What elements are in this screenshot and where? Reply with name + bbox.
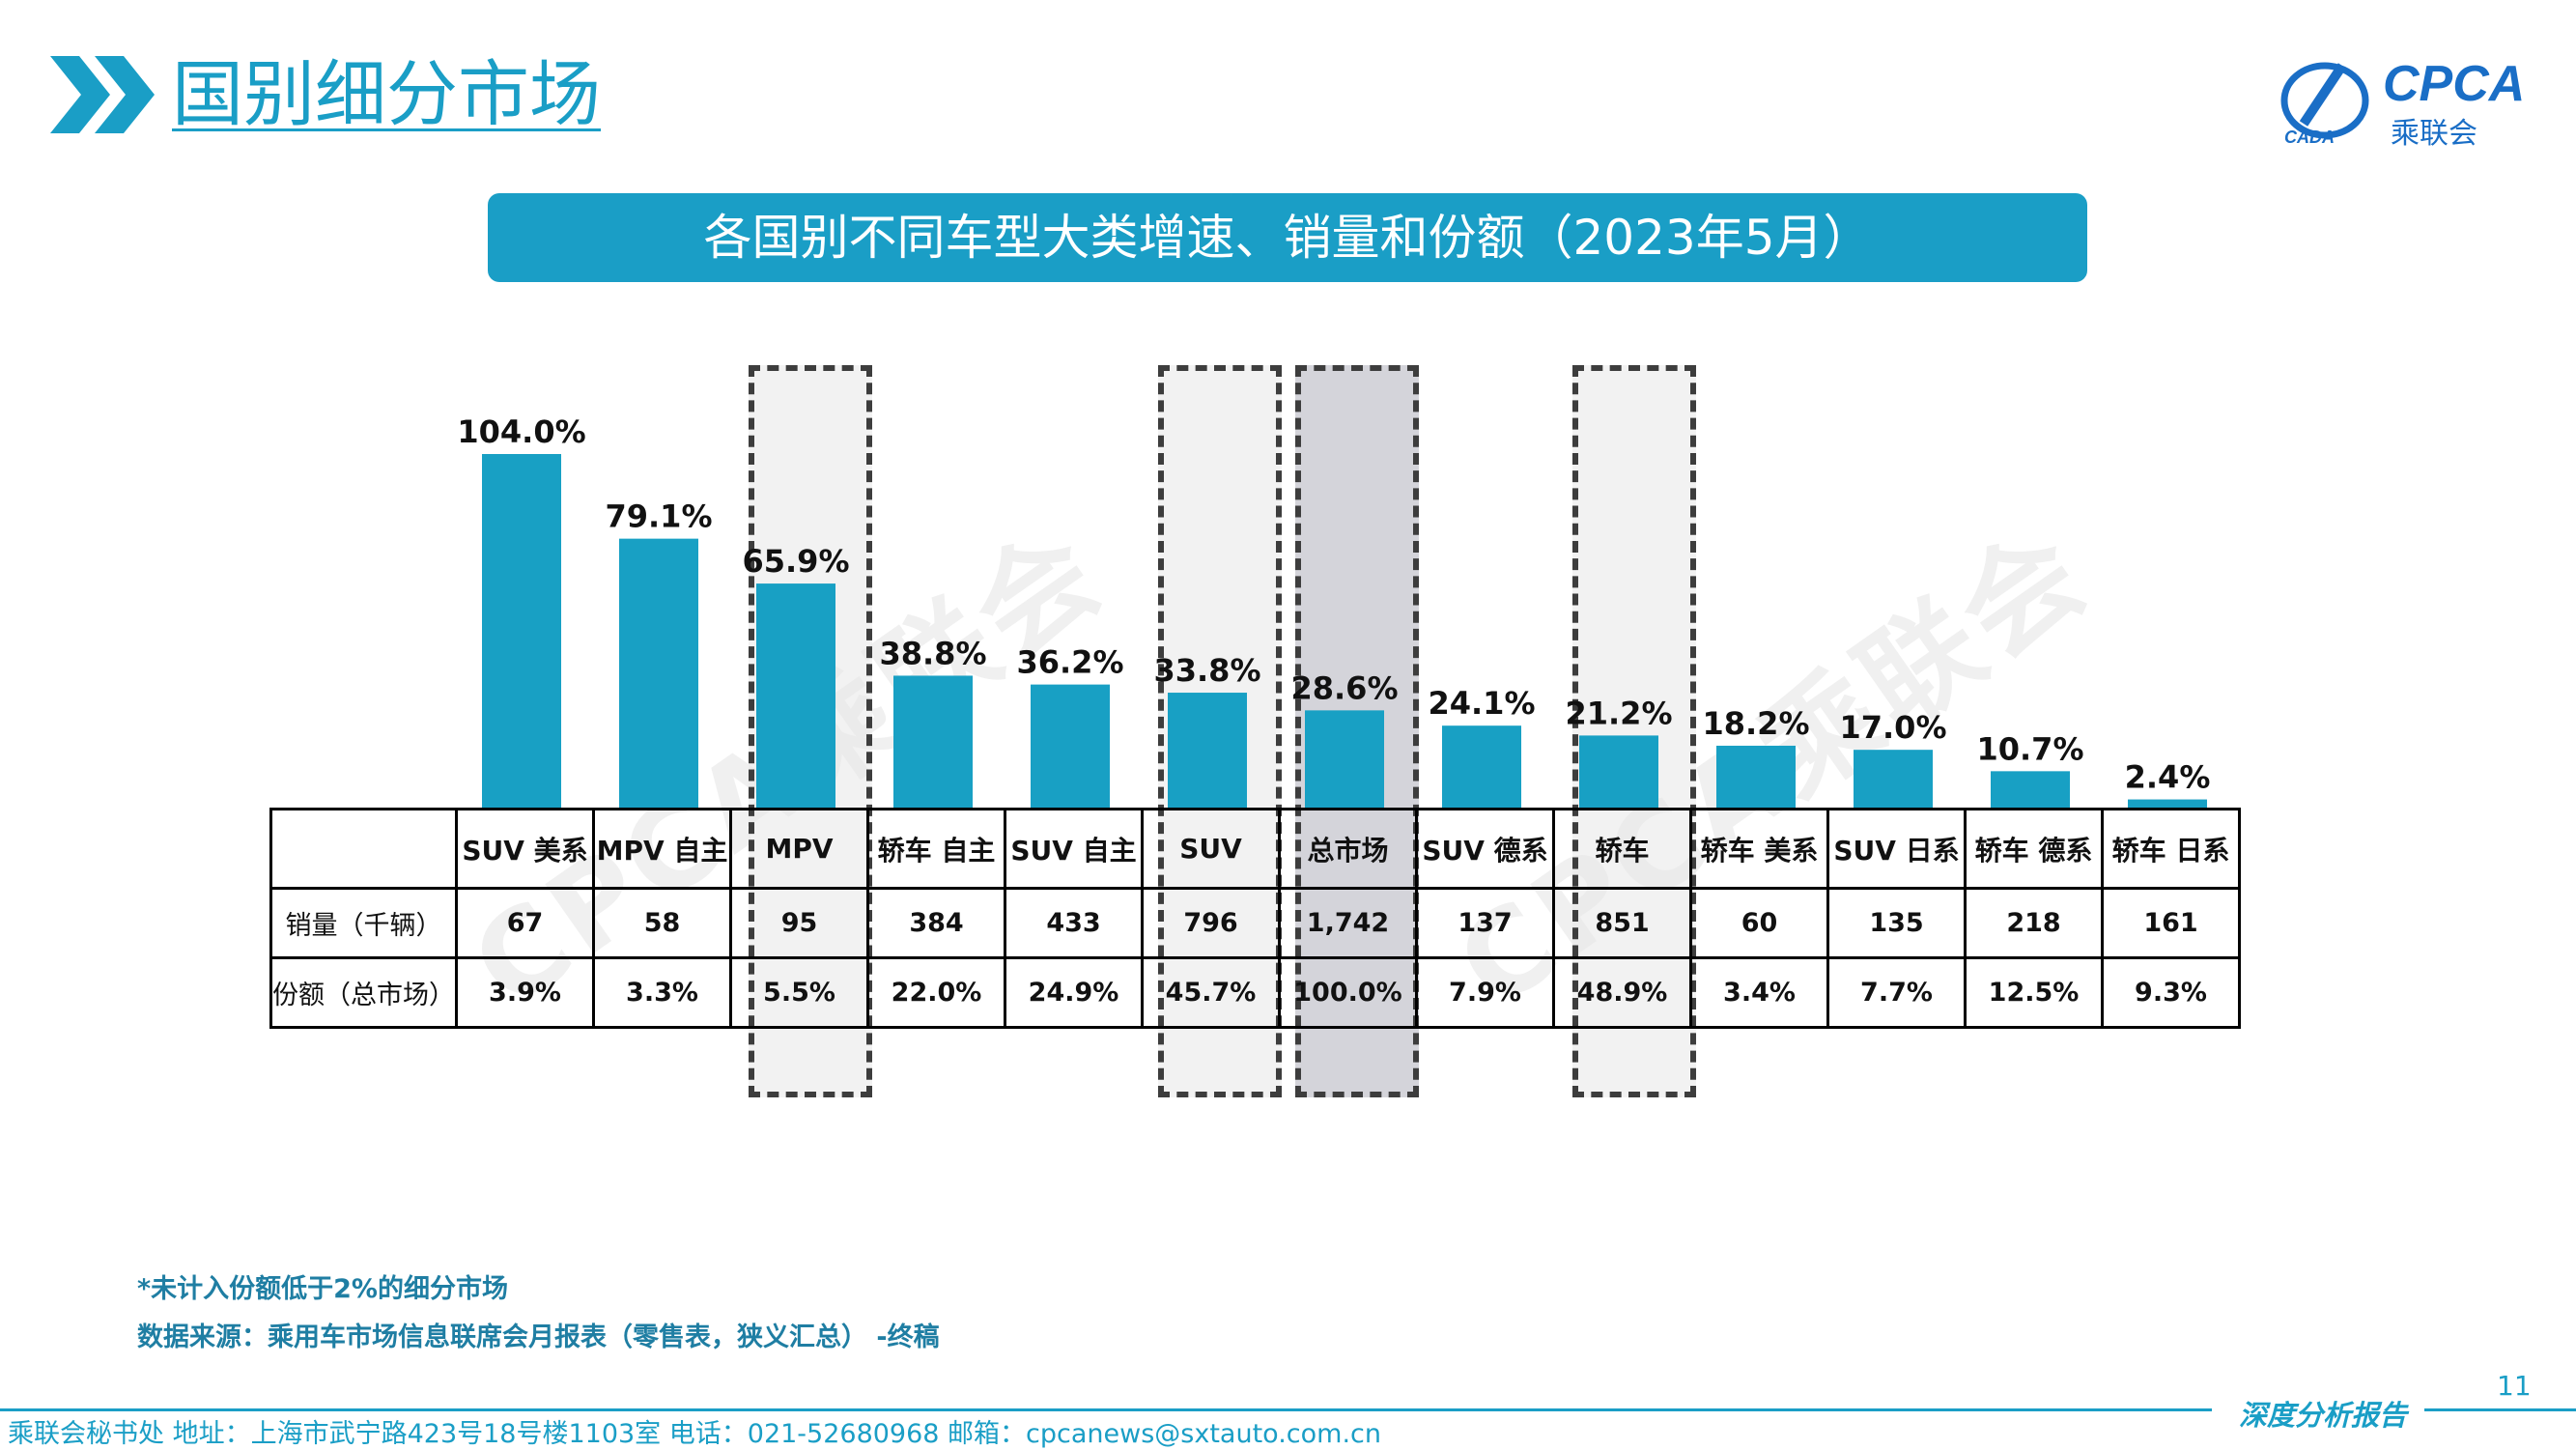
share-cell: 22.0% — [866, 956, 1006, 1029]
share-cell: 7.7% — [1826, 956, 1967, 1029]
sales-cell: 796 — [1141, 887, 1281, 959]
cpca-logo: CPCA CADA 乘联会 — [2275, 46, 2545, 153]
share-cell: 7.9% — [1415, 956, 1555, 1029]
share-cell: 48.9% — [1552, 956, 1692, 1029]
sales-cell: 58 — [592, 887, 732, 959]
logo-small-text: CADA — [2284, 128, 2335, 147]
column-header: MPV 自主 — [592, 808, 732, 890]
sales-cell: 67 — [455, 887, 595, 959]
page-number: 11 — [2497, 1370, 2532, 1402]
bar-value-label: 38.8% — [879, 635, 986, 671]
bar-value-label: 33.8% — [1153, 652, 1260, 689]
bar-6 — [1305, 710, 1384, 808]
sales-cell: 135 — [1826, 887, 1967, 959]
column-header: 轿车 日系 — [2101, 808, 2241, 890]
sales-cell: 1,742 — [1278, 887, 1418, 959]
bar-value-label: 17.0% — [1839, 709, 1946, 746]
sales-cell: 161 — [2101, 887, 2241, 959]
bar-11 — [1991, 771, 2070, 808]
share-cell: 100.0% — [1278, 956, 1418, 1029]
footnote-source: 数据来源：乘用车市场信息联席会月报表（零售表，狭义汇总） -终稿 — [137, 1322, 940, 1352]
sales-cell: 137 — [1415, 887, 1555, 959]
column-header: SUV 日系 — [1826, 808, 1967, 890]
sales-cell: 60 — [1689, 887, 1829, 959]
row-label-sales: 销量（千辆） — [269, 887, 458, 959]
column-header: 总市场 — [1278, 808, 1418, 890]
bar-value-label: 10.7% — [1976, 730, 2083, 767]
bar-value-label: 18.2% — [1702, 705, 1809, 742]
footer-report-label: 深度分析报告 — [2239, 1399, 2408, 1432]
column-header: SUV 德系 — [1415, 808, 1555, 890]
chevron-arrows-icon — [50, 56, 155, 133]
chart-banner-title: 各国别不同车型大类增速、销量和份额（2023年5月） — [488, 193, 2087, 282]
footnote-exclusion: *未计入份额低于2%的细分市场 — [137, 1274, 508, 1304]
column-header: SUV — [1141, 808, 1281, 890]
bar-value-label: 28.6% — [1290, 669, 1398, 706]
bar-10 — [1854, 750, 1933, 808]
logo-text: CPCA — [2383, 56, 2525, 112]
bar-0 — [482, 454, 561, 808]
bar-value-label: 21.2% — [1565, 695, 1672, 731]
bar-value-label: 36.2% — [1016, 644, 1123, 681]
column-header: 轿车 — [1552, 808, 1692, 890]
bar-value-label: 65.9% — [742, 543, 849, 580]
bar-2 — [756, 583, 835, 808]
column-header: 轿车 德系 — [1964, 808, 2104, 890]
bar-8 — [1579, 735, 1658, 808]
column-header: MPV — [729, 808, 869, 890]
footer-contact: 乘联会秘书处 地址：上海市武宁路423号18号楼1103室 电话：021-526… — [8, 1419, 1382, 1449]
sales-cell: 218 — [1964, 887, 2104, 959]
bar-value-label: 104.0% — [457, 413, 585, 450]
share-cell: 12.5% — [1964, 956, 2104, 1029]
column-header: 轿车 自主 — [866, 808, 1006, 890]
sales-cell: 851 — [1552, 887, 1692, 959]
logo-subtext: 乘联会 — [2391, 117, 2477, 151]
share-cell: 3.9% — [455, 956, 595, 1029]
bar-4 — [1031, 684, 1110, 808]
table-header-row: SUV 美系 MPV 自主 MPV 轿车 自主 SUV 自主 SUV 总市场 SUV 德系 轿车… — [269, 808, 2241, 890]
sales-cell: 433 — [1004, 887, 1144, 959]
table-row-share: 份额（总市场） 3.9% 3.3% 5.5% 22.0% 24.9% 45.7% 100.0%… — [269, 956, 2241, 1029]
column-header: SUV 自主 — [1004, 808, 1144, 890]
row-label-share: 份额（总市场） — [269, 956, 458, 1029]
bar-value-label: 79.1% — [605, 498, 712, 535]
bar-12 — [2128, 799, 2207, 808]
column-header: SUV 美系 — [455, 808, 595, 890]
share-cell: 3.3% — [592, 956, 732, 1029]
bar-value-label: 24.1% — [1428, 685, 1535, 722]
bar-7 — [1442, 725, 1521, 808]
bar-1 — [619, 538, 698, 808]
share-cell: 5.5% — [729, 956, 869, 1029]
table-row-sales: 销量（千辆） 67 58 95 384 433 796 1,742 137 851 60 135 218… — [269, 887, 2241, 959]
bar-3 — [893, 675, 973, 808]
bar-value-label: 2.4% — [2125, 759, 2211, 796]
page-title: 国别细分市场 — [172, 53, 601, 136]
share-cell: 45.7% — [1141, 956, 1281, 1029]
footer-divider — [0, 1408, 2212, 1411]
data-table: SUV 美系 MPV 自主 MPV 轿车 自主 SUV 自主 SUV 总市场 SUV 德系 轿车… — [269, 808, 2241, 1029]
footer-divider-right — [2424, 1408, 2576, 1411]
table-corner-cell — [269, 808, 458, 890]
bar-5 — [1168, 693, 1247, 808]
sales-cell: 95 — [729, 887, 869, 959]
sales-cell: 384 — [866, 887, 1006, 959]
bar-9 — [1716, 745, 1796, 808]
share-cell: 9.3% — [2101, 956, 2241, 1029]
column-header: 轿车 美系 — [1689, 808, 1829, 890]
share-cell: 24.9% — [1004, 956, 1144, 1029]
share-cell: 3.4% — [1689, 956, 1829, 1029]
